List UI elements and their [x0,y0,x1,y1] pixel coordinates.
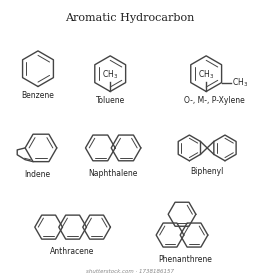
Text: CH$_3$: CH$_3$ [102,68,118,81]
Text: shutterstock.com · 1738186157: shutterstock.com · 1738186157 [86,269,174,274]
Text: Biphenyl: Biphenyl [191,167,224,176]
Text: Phenanthrene: Phenanthrene [158,255,212,264]
Text: Benzene: Benzene [22,92,54,101]
Text: CH$_3$: CH$_3$ [232,76,249,89]
Text: O-, M-, P-Xylene: O-, M-, P-Xylene [184,96,244,106]
Text: Indene: Indene [24,170,50,179]
Text: Aromatic Hydrocarbon: Aromatic Hydrocarbon [65,13,195,23]
Text: Anthracene: Anthracene [50,247,95,256]
Text: Toluene: Toluene [96,96,125,106]
Text: CH$_3$: CH$_3$ [198,68,214,81]
Text: Naphthalene: Naphthalene [88,169,138,178]
